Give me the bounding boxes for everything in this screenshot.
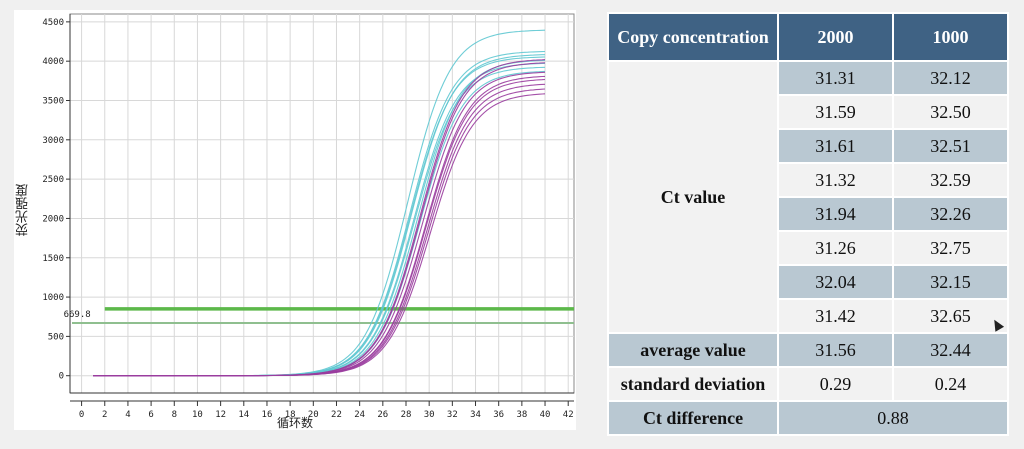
table-header-row: Copy concentration 2000 1000 [607, 12, 1009, 62]
x-tick-label: 10 [192, 410, 203, 420]
ct-value-1000: 32.51 [892, 128, 1009, 164]
threshold-label: 669.8 [64, 310, 91, 320]
average-1000: 32.44 [892, 332, 1009, 368]
header-2000: 2000 [777, 12, 894, 62]
x-tick-label: 36 [493, 410, 504, 420]
ct-value-1000: 32.50 [892, 94, 1009, 130]
x-tick-label: 42 [563, 410, 574, 420]
ct-value-2000: 31.42 [777, 298, 894, 334]
y-tick-label: 1500 [42, 254, 64, 264]
difference-row: Ct difference 0.88 [607, 400, 1009, 436]
stdev-2000: 0.29 [777, 366, 894, 402]
ct-value-2000: 31.59 [777, 94, 894, 130]
table-row: 31.94 32.26 [608, 196, 1009, 232]
table-row: 31.32 32.59 [608, 162, 1009, 198]
y-tick-label: 3000 [42, 136, 64, 146]
y-tick-label: 4500 [42, 18, 64, 28]
x-tick-label: 2 [102, 410, 107, 420]
amplification-curve-purple [93, 93, 546, 377]
ct-value-1000: 32.15 [892, 264, 1009, 300]
x-tick-label: 22 [331, 410, 342, 420]
ct-table-panel: Copy concentration 2000 1000 Ct value 31.… [607, 12, 1009, 436]
ct-value-2000: 32.04 [777, 264, 894, 300]
ct-value-2000: 31.61 [777, 128, 894, 164]
x-tick-label: 24 [354, 410, 365, 420]
ct-value-label: Ct value [607, 60, 779, 334]
ct-value-2000: 31.94 [777, 196, 894, 232]
x-tick-label: 4 [125, 410, 130, 420]
y-tick-label: 4000 [42, 57, 64, 67]
x-tick-label: 20 [308, 410, 319, 420]
x-tick-label: 26 [377, 410, 388, 420]
ct-value-1000: 32.26 [892, 196, 1009, 232]
y-axis-label: 荧光强度 [16, 184, 31, 236]
x-tick-label: 30 [424, 410, 435, 420]
x-tick-label: 28 [401, 410, 412, 420]
table-body: Ct value 31.31 32.12 31.59 32.50 31.61 32.51 31… [607, 60, 1009, 436]
x-tick-label: 38 [516, 410, 527, 420]
ct-difference-value: 0.88 [777, 400, 1009, 436]
x-tick-label: 6 [148, 410, 153, 420]
stdev-row: standard deviation 0.29 0.24 [607, 366, 1009, 402]
x-tick-label: 40 [540, 410, 551, 420]
ct-value-1000: 32.65 [892, 298, 1009, 334]
average-2000: 31.56 [777, 332, 894, 368]
x-tick-label: 18 [285, 410, 296, 420]
ct-value-1000: 32.12 [892, 60, 1009, 96]
ct-value-2000: 31.26 [777, 230, 894, 266]
y-tick-label: 2000 [42, 214, 64, 224]
table-row: 31.59 32.50 [608, 94, 1009, 130]
stdev-label: standard deviation [607, 366, 779, 402]
x-tick-label: 32 [447, 410, 458, 420]
header-1000: 1000 [892, 12, 1009, 62]
ct-value-2000: 31.31 [777, 60, 894, 96]
plot-area [69, 13, 575, 394]
y-tick-label: 0 [59, 372, 64, 382]
ct-value-1000: 32.75 [892, 230, 1009, 266]
ct-value-table: Copy concentration 2000 1000 Ct value 31.… [607, 12, 1009, 436]
y-tick-label: 500 [48, 332, 64, 342]
header-copy-concentration: Copy concentration [607, 12, 779, 62]
ct-value-1000: 32.59 [892, 162, 1009, 198]
x-tick-label: 12 [215, 410, 226, 420]
x-tick-label: 34 [470, 410, 481, 420]
x-tick-label: 16 [262, 410, 273, 420]
amplification-chart: 0 500 1000 1500 2000 2500 3000 3500 4000 4500 0 2 4 6… [14, 10, 576, 430]
x-tick-label: 8 [172, 410, 177, 420]
table-row: 31.26 32.75 [608, 230, 1009, 266]
average-row: average value 31.56 32.44 [607, 332, 1009, 368]
table-row: 31.42 32.65 [608, 298, 1009, 334]
average-label: average value [607, 332, 779, 368]
ct-value-2000: 31.32 [777, 162, 894, 198]
x-tick-label: 0 [79, 410, 84, 420]
y-tick-label: 1000 [42, 293, 64, 303]
table-row: Ct value 31.31 32.12 [607, 60, 1009, 334]
table-row: 32.04 32.15 [608, 264, 1009, 300]
y-tick-label: 2500 [42, 175, 64, 185]
x-tick-label: 14 [238, 410, 249, 420]
x-axis-label: 循环数 [276, 416, 313, 430]
table-row: 31.61 32.51 [608, 128, 1009, 164]
ct-difference-label: Ct difference [607, 400, 779, 436]
y-tick-label: 3500 [42, 96, 64, 106]
stdev-1000: 0.24 [892, 366, 1009, 402]
